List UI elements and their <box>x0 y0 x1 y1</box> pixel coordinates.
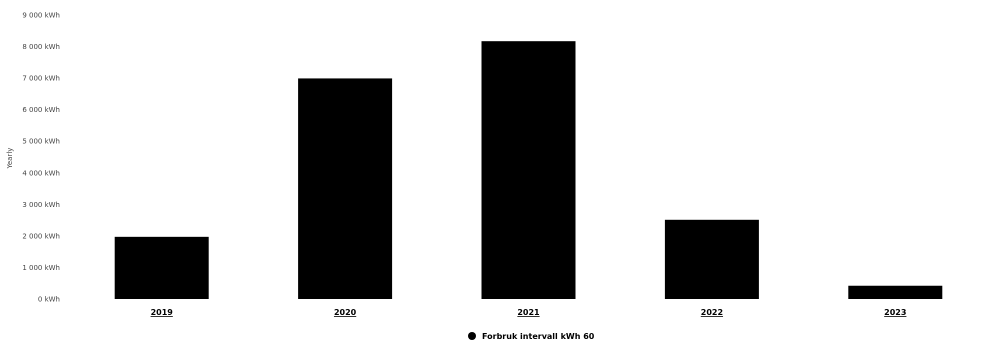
x-axis-labels: 2019 2020 2021 2022 2023 <box>151 308 907 317</box>
y-tick-label: 1 000 kWh <box>22 264 60 272</box>
y-tick-label: 0 kWh <box>38 296 60 304</box>
y-axis-ticks: 0 kWh 1 000 kWh 2 000 kWh 3 000 kWh 4 000 kW… <box>22 12 60 304</box>
bar-2021[interactable] <box>481 41 576 300</box>
y-tick-label: 3 000 kWh <box>22 201 60 209</box>
x-tick-label: 2022 <box>701 308 723 317</box>
x-tick-label: 2019 <box>151 308 174 317</box>
y-tick-label: 6 000 kWh <box>22 106 60 114</box>
x-tick-label: 2023 <box>884 308 906 317</box>
y-tick-label: 4 000 kWh <box>22 169 60 177</box>
y-tick-label: 2 000 kWh <box>22 232 60 240</box>
x-tick-label: 2020 <box>334 308 357 317</box>
legend[interactable]: Forbruk intervall kWh 60 <box>468 332 595 341</box>
legend-marker <box>468 332 476 340</box>
y-tick-label: 5 000 kWh <box>22 138 60 146</box>
legend-label[interactable]: Forbruk intervall kWh 60 <box>482 332 595 341</box>
y-tick-label: 7 000 kWh <box>22 75 60 83</box>
bar-2020[interactable] <box>298 78 393 299</box>
y-tick-label: 9 000 kWh <box>22 12 60 20</box>
x-tick-label: 2021 <box>517 308 540 317</box>
y-tick-label: 8 000 kWh <box>22 43 60 51</box>
bar-2019[interactable] <box>114 236 209 299</box>
y-axis-label: Yearly <box>6 148 14 170</box>
bar-2022[interactable] <box>664 219 759 299</box>
bar-2023[interactable] <box>848 285 943 299</box>
bar-series <box>114 41 943 300</box>
